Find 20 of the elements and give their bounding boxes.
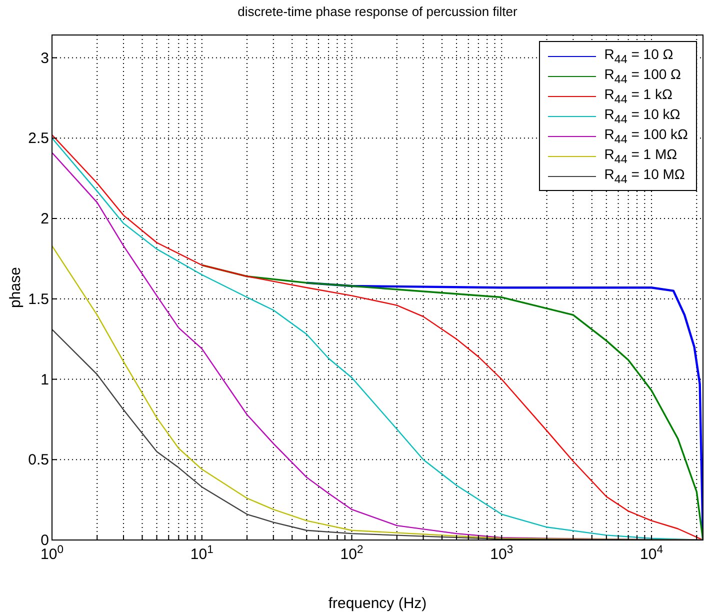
legend-label: R$_{44}$ = 100 Ω <box>604 66 681 86</box>
y-tick-label: 2.5 <box>28 130 49 148</box>
x-tick-label: 10$^{2}$ <box>340 544 364 563</box>
legend-label: R$_{44}$ = 10 MΩ <box>604 166 685 186</box>
y-tick-label: 1.5 <box>28 290 49 308</box>
y-tick-label: 0.5 <box>28 452 49 469</box>
y-tick-label: 3 <box>40 50 49 67</box>
x-tick-label: 10$^{3}$ <box>490 544 514 563</box>
y-tick-label: 2 <box>40 210 49 228</box>
x-tick-label: 10$^{4}$ <box>640 544 664 563</box>
legend-label: R$_{44}$ = 1 MΩ <box>604 146 678 166</box>
chart-title: discrete-time phase response of percussion filter <box>236 4 518 19</box>
legend-label: R$_{44}$ = 10 Ω <box>604 46 674 66</box>
x-tick-label: 10$^{1}$ <box>190 544 214 563</box>
x-axis-title: frequency (Hz) <box>328 595 427 612</box>
legend-label: R$_{44}$ = 10 kΩ <box>604 106 680 126</box>
legend-label: R$_{44}$ = 1 kΩ <box>604 86 672 106</box>
y-axis-title: phase <box>7 267 24 308</box>
y-tick-label: 1 <box>40 371 49 388</box>
legend-label: R$_{44}$ = 100 kΩ <box>604 126 688 146</box>
